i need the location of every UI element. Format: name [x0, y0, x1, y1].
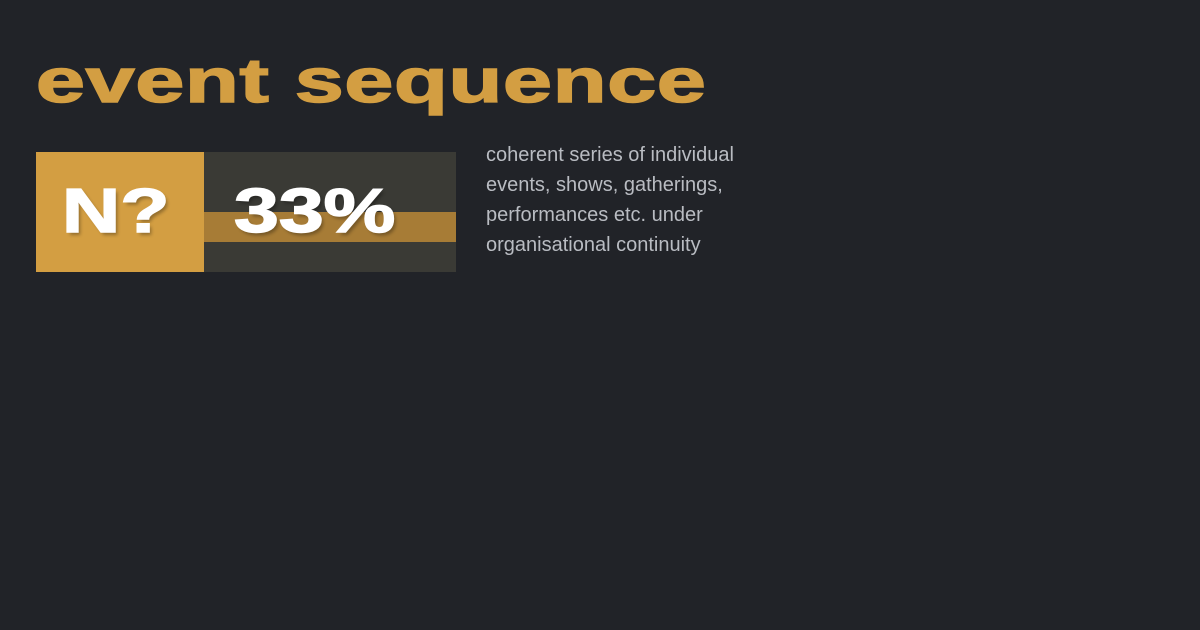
score-badge: N? 33% — [36, 152, 456, 272]
percent-band — [204, 212, 456, 242]
category-label: N? — [61, 176, 170, 247]
category-label-box — [36, 152, 204, 272]
description: coherent series of individual events, sh… — [486, 144, 734, 256]
percent-value: 33% — [233, 176, 396, 247]
page-title: event sequence — [35, 46, 707, 117]
